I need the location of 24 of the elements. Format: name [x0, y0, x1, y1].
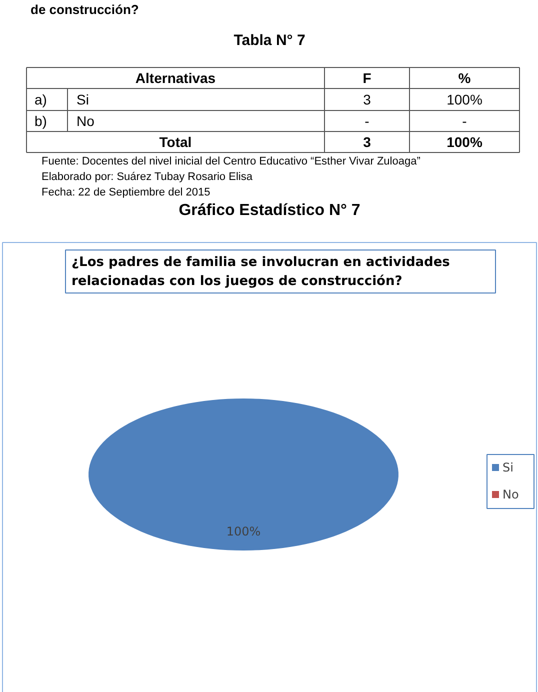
text: 100%: [446, 134, 483, 150]
text: %: [458, 70, 472, 86]
chart-title: Gráfico Estadístico N° 7: [178, 202, 360, 219]
text: b): [34, 113, 47, 129]
text: Tabla N° 7: [234, 32, 306, 49]
category-label: Si: [76, 92, 89, 108]
legend-label: No: [502, 488, 519, 502]
text: 100%: [446, 92, 482, 108]
text: de construcción?: [30, 2, 139, 17]
chart-subtitle: ¿Los padres de familia se involucran en actividades relacionadas con los juegos de construcción?: [72, 255, 450, 289]
text: a): [34, 92, 47, 108]
text: Elaborado por: Suárez Tubay Rosario Elisa: [42, 171, 254, 183]
category-label: No: [76, 113, 94, 129]
text: Fecha: 22 de Septiembre del 2015: [42, 186, 210, 198]
text: Total: [159, 134, 192, 150]
text: F: [362, 70, 372, 86]
source-note: Fuente: Docentes del nivel inicial del Centro Educativo “Esther Vivar Zuloaga”: [42, 156, 421, 168]
legend-label: Si: [502, 460, 514, 474]
text: -: [364, 113, 370, 129]
text: 3: [363, 134, 372, 150]
text: Alternativas: [135, 70, 216, 86]
data-label: 100%: [226, 524, 261, 538]
text: -: [462, 113, 468, 129]
text: 3: [363, 92, 372, 108]
